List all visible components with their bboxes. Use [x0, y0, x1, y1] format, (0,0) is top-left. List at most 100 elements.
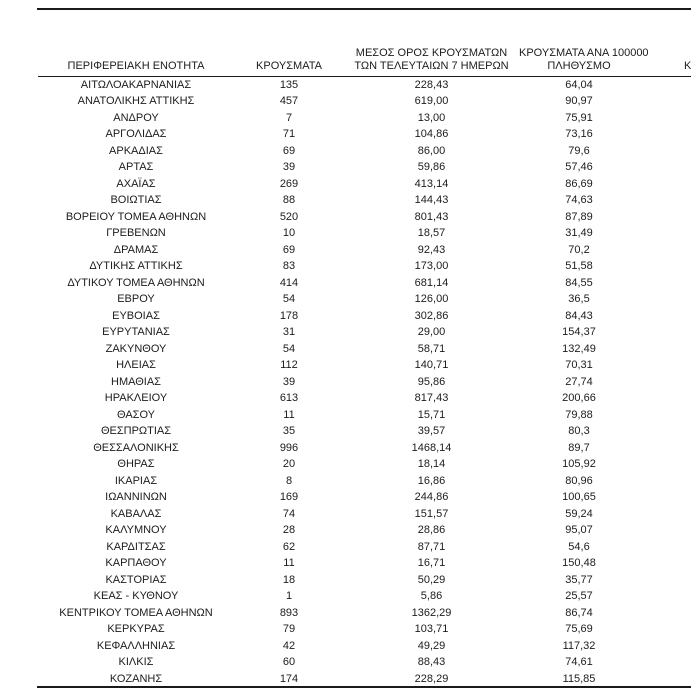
cell-cases: 39 [282, 375, 296, 388]
cell-clipped [639, 456, 691, 473]
table-row: ΕΥΡΥΤΑΝΙΑΣ 31 29,00 154,37 [38, 324, 691, 341]
cell-per100k: 70,2 [568, 243, 590, 256]
cell-per100k: 59,24 [565, 507, 593, 520]
cell-region: ΔΥΤΙΚΟΥ ΤΟΜΕΑ ΑΘΗΝΩΝ [67, 276, 205, 289]
cell-per100k: 35,77 [565, 573, 593, 586]
cell-region: ΘΗΡΑΣ [117, 458, 155, 470]
table-row: ΚΑΡΔΙΤΣΑΣ 62 87,71 54,6 [38, 539, 691, 556]
cell-region: ΔΡΑΜΑΣ [113, 243, 159, 256]
cell-avg7: 681,14 [414, 276, 449, 289]
cell-per100k: 74,61 [565, 656, 593, 668]
cell-region: ΕΥΒΟΙΑΣ [112, 309, 160, 322]
cell-cases: 112 [280, 359, 298, 371]
cell-clipped [639, 324, 691, 341]
cell-clipped [639, 126, 691, 143]
cell-region: ΒΟΡΕΙΟΥ ΤΟΜΕΑ ΑΘΗΝΩΝ [65, 210, 207, 223]
table-row: ΑΧΑΪΑΣ 269 413,14 86,69 [38, 176, 691, 193]
table-row: ΒΟΡΕΙΟΥ ΤΟΜΕΑ ΑΘΗΝΩΝ 520 801,43 87,89 [38, 209, 691, 226]
cell-clipped [639, 159, 691, 176]
table-row: ΓΡΕΒΕΝΩΝ 10 18,57 31,49 [38, 225, 691, 242]
cell-region: ΑΡΓΟΛΙΔΑΣ [105, 128, 167, 140]
cell-per100k: 31,49 [565, 227, 593, 239]
cell-cases: 174 [279, 672, 299, 685]
cell-avg7: 28,86 [417, 524, 446, 536]
cell-clipped [639, 423, 691, 440]
table-row: ΚΙΛΚΙΣ 60 88,43 74,61 [38, 654, 691, 671]
cell-clipped [639, 555, 691, 572]
cell-region: ΚΑΛΥΜΝΟΥ [105, 524, 167, 536]
cell-per100k: 89,7 [568, 441, 590, 454]
table-row: ΚΕΝΤΡΙΚΟΥ ΤΟΜΕΑ ΑΘΗΝΩΝ 893 1362,29 86,74 [38, 605, 691, 622]
cell-avg7: 801,43 [414, 210, 449, 223]
cell-avg7: 39,57 [417, 425, 446, 437]
cell-clipped [639, 572, 691, 589]
cell-region: ΚΕΑΣ - ΚΥΘΝΟΥ [93, 590, 179, 602]
cell-region: ΑΧΑΪΑΣ [116, 177, 156, 190]
cell-per100k: 51,58 [565, 260, 593, 272]
cell-clipped [639, 176, 691, 193]
table-row: ΔΡΑΜΑΣ 69 92,43 70,2 [38, 242, 691, 259]
cell-clipped [639, 110, 691, 127]
cell-clipped [639, 357, 691, 374]
cell-avg7: 302,86 [414, 309, 449, 322]
cell-clipped [639, 539, 691, 556]
cell-avg7: 817,43 [414, 392, 449, 404]
cell-per100k: 150,48 [562, 557, 596, 569]
cell-per100k: 132,49 [562, 342, 596, 355]
cell-region: ΘΕΣΣΑΛΟΝΙΚΗΣ [93, 441, 179, 454]
cell-cases: 62 [282, 540, 296, 553]
cell-region: ΚΑΡΠΑΘΟΥ [105, 557, 167, 569]
cell-per100k: 84,55 [565, 276, 593, 289]
cell-region: ΖΑΚΥΝΘΟΥ [105, 342, 167, 355]
cell-avg7: 413,14 [414, 177, 449, 190]
top-rule [37, 8, 691, 10]
column-header-line: ΤΩΝ ΤΕΛΕΥΤΑΙΩΝ 7 ΗΜΕΡΩΝ [354, 59, 509, 72]
table-row: ΕΒΡΟΥ 54 126,00 36,5 [38, 291, 691, 308]
cell-avg7: 151,57 [414, 507, 449, 520]
cell-clipped [639, 291, 691, 308]
cell-avg7: 59,86 [417, 161, 446, 173]
cell-clipped [639, 489, 691, 506]
cell-per100k: 64,04 [565, 78, 593, 91]
cell-clipped [639, 506, 691, 523]
cell-per100k: 36,5 [568, 293, 590, 305]
cell-region: ΑΙΤΩΛΟΑΚΑΡΝΑΝΙΑΣ [80, 78, 192, 91]
cell-avg7: 95,86 [417, 375, 446, 388]
cell-avg7: 86,00 [417, 144, 446, 157]
cell-clipped [639, 341, 691, 358]
cell-avg7: 16,86 [417, 474, 446, 487]
cell-per100k: 25,57 [565, 590, 593, 602]
column-header-line: ΠΛΗΘΥΣΜΟ [547, 59, 611, 72]
column-header-region: ΠΕΡΙΦΕΡΕΙΑΚΗ ΕΝΟΤΗΤΑ [38, 42, 234, 77]
cell-clipped [639, 621, 691, 638]
cell-per100k: 84,43 [565, 309, 593, 322]
cell-clipped [639, 407, 691, 424]
cell-per100k: 79,88 [565, 408, 593, 421]
cell-per100k: 27,74 [565, 375, 593, 388]
cell-cases: 39 [282, 161, 296, 173]
cell-per100k: 80,96 [565, 474, 593, 487]
table-row: ΙΩΑΝΝΙΝΩΝ 169 244,86 100,65 [38, 489, 691, 506]
column-header-line: ΠΕΡΙΦΕΡΕΙΑΚΗ ΕΝΟΤΗΤΑ [67, 59, 205, 72]
cell-region: ΗΡΑΚΛΕΙΟΥ [104, 392, 168, 404]
cell-avg7: 126,00 [414, 293, 449, 305]
table-row: ΘΑΣΟΥ 11 15,71 79,88 [38, 407, 691, 424]
cell-clipped [639, 588, 691, 605]
cell-cases: 8 [285, 474, 293, 487]
cell-clipped [639, 93, 691, 110]
table-row: ΚΑΡΠΑΘΟΥ 11 16,71 150,48 [38, 555, 691, 572]
cell-cases: 135 [279, 78, 299, 91]
cell-per100k: 73,16 [565, 128, 593, 140]
cell-cases: 42 [282, 639, 296, 652]
table-row: ΚΕΑΣ - ΚΥΘΝΟΥ 1 5,86 25,57 [38, 588, 691, 605]
cell-avg7: 18,14 [417, 458, 446, 470]
cell-region: ΘΑΣΟΥ [116, 408, 156, 421]
cell-avg7: 15,71 [417, 408, 446, 421]
column-header-line: Κ [684, 59, 691, 72]
table-row: ΗΡΑΚΛΕΙΟΥ 613 817,43 200,66 [38, 390, 691, 407]
cell-cases: 35 [282, 425, 296, 437]
table-row: ΘΕΣΠΡΩΤΙΑΣ 35 39,57 80,3 [38, 423, 691, 440]
cell-region: ΚΕΡΚΥΡΑΣ [107, 623, 165, 635]
cell-avg7: 50,29 [417, 573, 446, 586]
